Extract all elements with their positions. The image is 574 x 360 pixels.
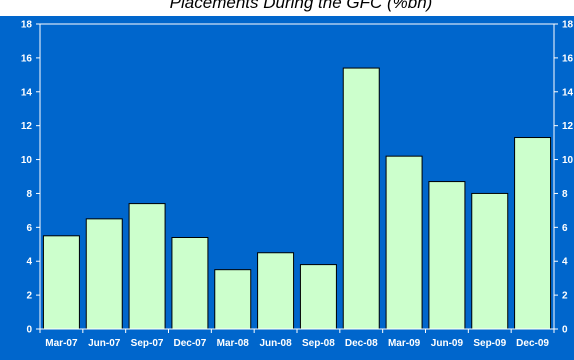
bar-sep-07 (128, 203, 166, 330)
bar-dec-09 (514, 137, 552, 330)
x-tick-label: Dec-08 (345, 338, 378, 349)
right-tick-label: 0 (562, 325, 568, 336)
bar-dec-08 (342, 67, 380, 330)
bar-jun-09 (428, 181, 466, 330)
x-tick-label: Sep-07 (131, 338, 164, 349)
right-tick-label: 2 (562, 291, 568, 302)
left-tick-label: 2 (26, 291, 32, 302)
x-tick-label: Mar-09 (388, 338, 421, 349)
bars-group (42, 67, 552, 330)
x-tick-label: Sep-08 (302, 338, 335, 349)
bar-sep-08 (299, 264, 337, 330)
right-tick-label: 10 (562, 155, 574, 166)
right-tick-label: 4 (562, 257, 568, 268)
left-tick-label: 12 (21, 121, 33, 132)
bar-mar-07 (42, 235, 80, 330)
bar-jun-08 (257, 252, 295, 330)
left-tick-label: 14 (21, 87, 33, 98)
left-tick-label: 10 (21, 155, 33, 166)
x-axis: Mar-07 Jun-07 Sep-07 Dec-07 Mar-08 Jun-08 Sep-… (39, 328, 555, 349)
x-tick-label: Dec-07 (174, 338, 207, 349)
bar-jun-07 (85, 218, 123, 330)
bar-mar-09 (385, 155, 423, 330)
x-tick-label: Jun-07 (88, 338, 121, 349)
x-tick-label: Dec-09 (516, 338, 549, 349)
x-tick-label: Sep-09 (473, 338, 506, 349)
chart-title: Placements During the GFC (%bn) (170, 0, 433, 12)
x-tick-label: Jun-08 (259, 338, 292, 349)
bar-sep-09 (471, 192, 509, 330)
title-strip (0, 0, 574, 16)
right-y-axis: 0 2 4 6 8 10 12 14 16 18 (553, 20, 574, 336)
left-tick-label: 18 (21, 20, 33, 31)
bar-mar-08 (214, 269, 252, 330)
x-tick-label: Mar-08 (217, 338, 250, 349)
right-tick-label: 6 (562, 223, 568, 234)
right-tick-label: 16 (562, 53, 574, 64)
left-tick-label: 0 (26, 325, 32, 336)
bar-dec-07 (171, 237, 209, 330)
x-tick-label: Jun-09 (431, 338, 464, 349)
left-tick-label: 16 (21, 53, 33, 64)
left-y-axis: 0 2 4 6 8 10 12 14 16 18 (21, 20, 41, 336)
right-tick-label: 8 (562, 189, 568, 200)
plot-area (39, 23, 555, 330)
left-tick-label: 4 (26, 257, 32, 268)
x-tick-label: Mar-07 (45, 338, 78, 349)
right-tick-label: 12 (562, 121, 574, 132)
right-tick-label: 14 (562, 87, 574, 98)
left-tick-label: 6 (26, 223, 32, 234)
left-tick-label: 8 (26, 189, 32, 200)
right-tick-label: 18 (562, 20, 574, 31)
